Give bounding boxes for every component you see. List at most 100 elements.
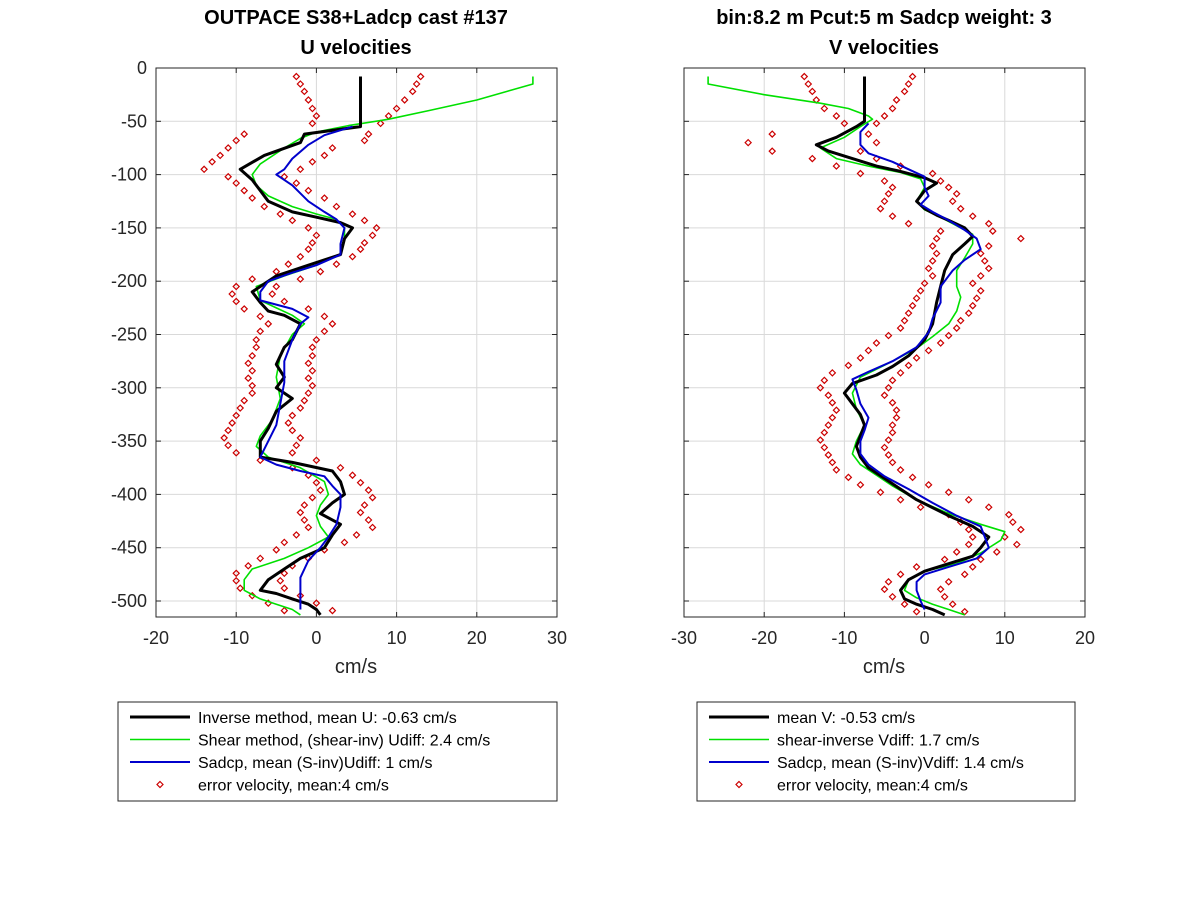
error-marker	[248, 275, 257, 283]
error-marker	[328, 144, 337, 152]
error-marker	[400, 96, 409, 104]
error-marker	[280, 297, 289, 306]
error-marker	[320, 194, 329, 202]
error-marker	[952, 189, 961, 198]
y-tick-label: -250	[111, 325, 147, 345]
legend-entry-label: shear-inverse Vdiff: 1.7 cm/s	[777, 733, 979, 750]
error-marker	[328, 606, 337, 615]
x-tick-label: -10	[831, 628, 857, 648]
error-marker	[288, 426, 297, 435]
y-tick-label: -450	[111, 538, 147, 558]
error-marker	[224, 441, 233, 450]
error-marker	[360, 501, 369, 509]
error-marker	[296, 434, 305, 442]
error-marker	[236, 584, 245, 593]
error-marker	[336, 463, 345, 472]
error-marker	[928, 169, 937, 178]
error-marker	[228, 419, 237, 427]
error-marker	[220, 434, 229, 442]
error-marker	[320, 312, 329, 321]
error-marker	[872, 339, 881, 347]
error-marker	[356, 478, 365, 487]
v-legend: mean V: -0.53 cm/s shear-inverse Vdiff: 1…	[696, 701, 1076, 802]
error-marker	[272, 545, 281, 554]
legend-entry-label: Sadcp, mean (S-inv)Vdiff: 1.4 cm/s	[777, 755, 1024, 772]
y-tick-label: -500	[111, 591, 147, 611]
error-marker	[232, 179, 241, 187]
error-marker	[280, 538, 289, 547]
error-marker	[888, 212, 897, 221]
error-marker	[224, 426, 233, 435]
legend-marker-swatch	[735, 780, 743, 789]
x-tick-label: -20	[751, 628, 777, 648]
error-marker	[416, 72, 425, 81]
error-marker	[376, 119, 385, 128]
error-marker	[232, 448, 241, 457]
left-title-line1: OUTPACE S38+Ladcp cast #137	[204, 7, 508, 29]
error-marker	[992, 548, 1001, 556]
error-marker	[944, 488, 953, 497]
x-tick-label: -10	[223, 628, 249, 648]
error-marker	[304, 359, 313, 368]
error-marker	[248, 381, 257, 390]
legend-entry-label: Inverse method, mean U: -0.63 cm/s	[198, 710, 457, 727]
error-marker	[984, 264, 993, 273]
error-marker	[844, 361, 853, 370]
error-marker	[968, 563, 977, 571]
error-marker	[244, 359, 253, 368]
error-marker	[372, 224, 381, 232]
y-tick-label: 0	[137, 58, 147, 78]
error-marker	[912, 563, 921, 571]
error-marker	[368, 493, 377, 502]
error-marker	[332, 260, 341, 268]
error-marker	[300, 501, 309, 509]
error-velocity-markers	[200, 72, 425, 615]
error-marker	[312, 335, 321, 344]
error-marker	[296, 165, 305, 174]
series-group	[200, 72, 534, 616]
error-marker	[856, 480, 865, 489]
error-marker	[256, 312, 265, 321]
error-marker	[880, 585, 889, 594]
error-marker	[276, 576, 285, 585]
error-marker	[828, 458, 837, 467]
error-marker	[880, 197, 889, 206]
error-marker	[200, 165, 208, 174]
error-marker	[944, 331, 953, 340]
error-marker	[304, 96, 313, 104]
error-marker	[392, 104, 401, 113]
error-marker	[296, 252, 305, 261]
error-marker	[940, 555, 949, 564]
error-marker	[240, 130, 249, 138]
error-marker	[296, 275, 305, 283]
error-marker	[292, 531, 301, 539]
error-marker	[292, 441, 301, 450]
error-marker	[884, 189, 893, 198]
error-marker	[904, 361, 913, 370]
error-marker	[884, 577, 893, 586]
error-marker	[312, 456, 321, 465]
error-marker	[240, 305, 249, 313]
error-marker	[828, 398, 837, 407]
error-marker	[340, 538, 349, 547]
error-marker	[280, 569, 289, 578]
error-marker	[824, 421, 833, 429]
error-marker	[256, 327, 265, 336]
x-tick-label: 0	[311, 628, 321, 648]
error-marker	[816, 383, 825, 392]
error-marker	[216, 151, 225, 160]
error-marker	[924, 346, 933, 355]
error-marker	[864, 130, 873, 138]
legend-box	[117, 701, 558, 802]
error-marker	[408, 87, 417, 96]
error-marker	[304, 305, 313, 313]
error-marker	[908, 473, 917, 482]
error-marker	[932, 249, 941, 258]
error-marker	[820, 428, 829, 437]
v-velocity-plot: -30 -20 -10 0 10 20	[671, 67, 1095, 648]
error-marker	[304, 245, 313, 254]
error-marker	[928, 242, 937, 250]
error-marker	[876, 204, 885, 213]
u-legend: Inverse method, mean U: -0.63 cm/s Shear …	[117, 701, 558, 802]
error-marker	[292, 72, 301, 81]
